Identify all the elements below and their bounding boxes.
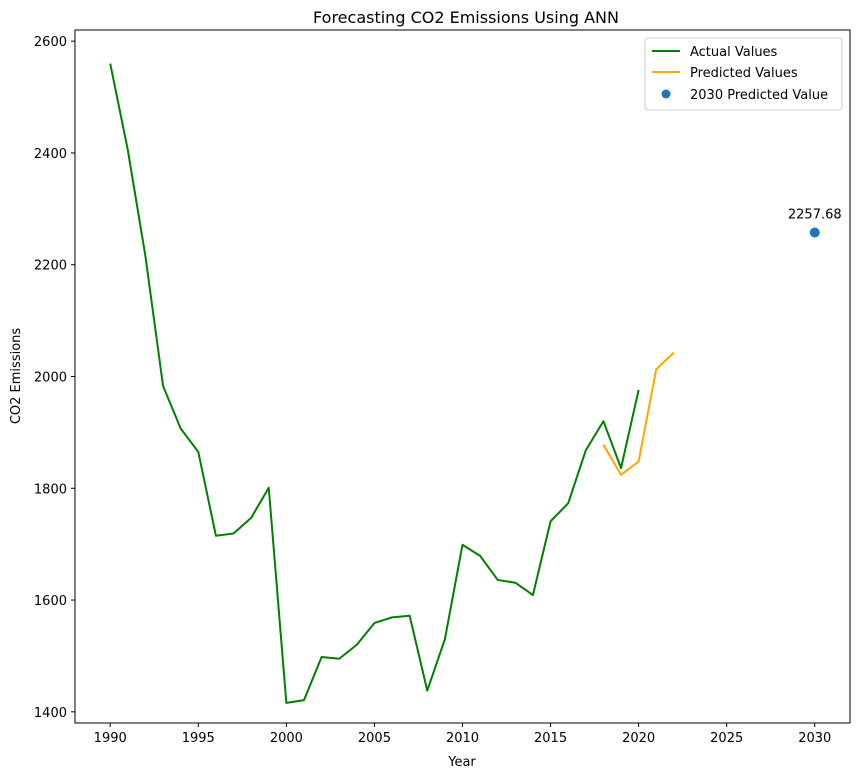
legend-2030-label: 2030 Predicted Value — [690, 88, 828, 103]
plot-area-frame — [74, 29, 851, 724]
actual-values-line — [109, 63, 640, 704]
x-tick-label: 2005 — [358, 731, 391, 746]
x-tick-label: 2020 — [622, 731, 655, 746]
axes-ticks: 1990 1995 2000 2005 2010 2015 2020 2025 2030 1400… — [34, 35, 831, 746]
legend-box — [644, 37, 843, 111]
x-tick-label: 2025 — [710, 731, 743, 746]
y-tick-label: 2600 — [34, 35, 67, 50]
x-axis-title: Year — [447, 755, 476, 770]
y-tick-label: 2000 — [34, 371, 67, 386]
x-tick-label: 2010 — [446, 731, 479, 746]
y-tick-label: 2200 — [34, 259, 67, 274]
predicted-values-line — [602, 351, 675, 476]
2030-predicted-value-point — [809, 227, 820, 238]
y-axis-title: CO2 Emissions — [9, 328, 24, 425]
legend-predicted-label: Predicted Values — [690, 66, 798, 81]
x-tick-label: 1990 — [94, 731, 127, 746]
legend-actual-label: Actual Values — [690, 45, 778, 60]
chart-title: Forecasting CO2 Emissions Using ANN — [313, 8, 619, 27]
y-tick-label: 1800 — [34, 482, 67, 497]
x-tick-label: 2030 — [798, 731, 831, 746]
legend: Actual Values Predicted Values 2030 Pred… — [644, 37, 843, 111]
x-tick-label: 2015 — [534, 731, 567, 746]
series-layer — [109, 63, 820, 704]
x-tick-label: 1995 — [182, 731, 215, 746]
x-tick-label: 2000 — [270, 731, 303, 746]
y-tick-label: 2400 — [34, 147, 67, 162]
annotation-label: 2257.68 — [788, 207, 842, 222]
annotation-layer: 2257.68 — [788, 207, 842, 222]
y-tick-label: 1400 — [34, 706, 67, 721]
y-tick-label: 1600 — [34, 594, 67, 609]
legend-2030-swatch — [661, 89, 671, 99]
